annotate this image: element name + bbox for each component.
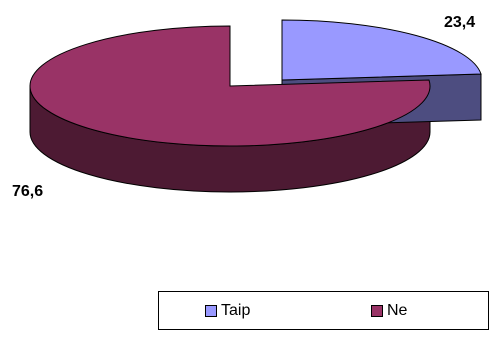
chart-legend: Taip Ne: [158, 291, 489, 330]
data-label-ne: 76,6: [12, 183, 44, 200]
legend-item-taip: Taip: [205, 302, 250, 320]
pie-tops: [29, 19, 482, 147]
slice-ne: [29, 25, 431, 147]
legend-swatch-taip: [205, 305, 217, 317]
legend-swatch-ne: [371, 305, 383, 317]
legend-item-ne: Ne: [371, 302, 407, 320]
legend-label-taip: Taip: [221, 302, 251, 319]
legend-label-ne: Ne: [387, 302, 408, 319]
slice-taip: [281, 19, 482, 81]
data-label-taip: 23,4: [444, 14, 476, 31]
